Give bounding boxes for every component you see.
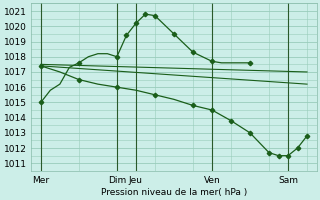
X-axis label: Pression niveau de la mer( hPa ): Pression niveau de la mer( hPa ) xyxy=(101,188,247,197)
